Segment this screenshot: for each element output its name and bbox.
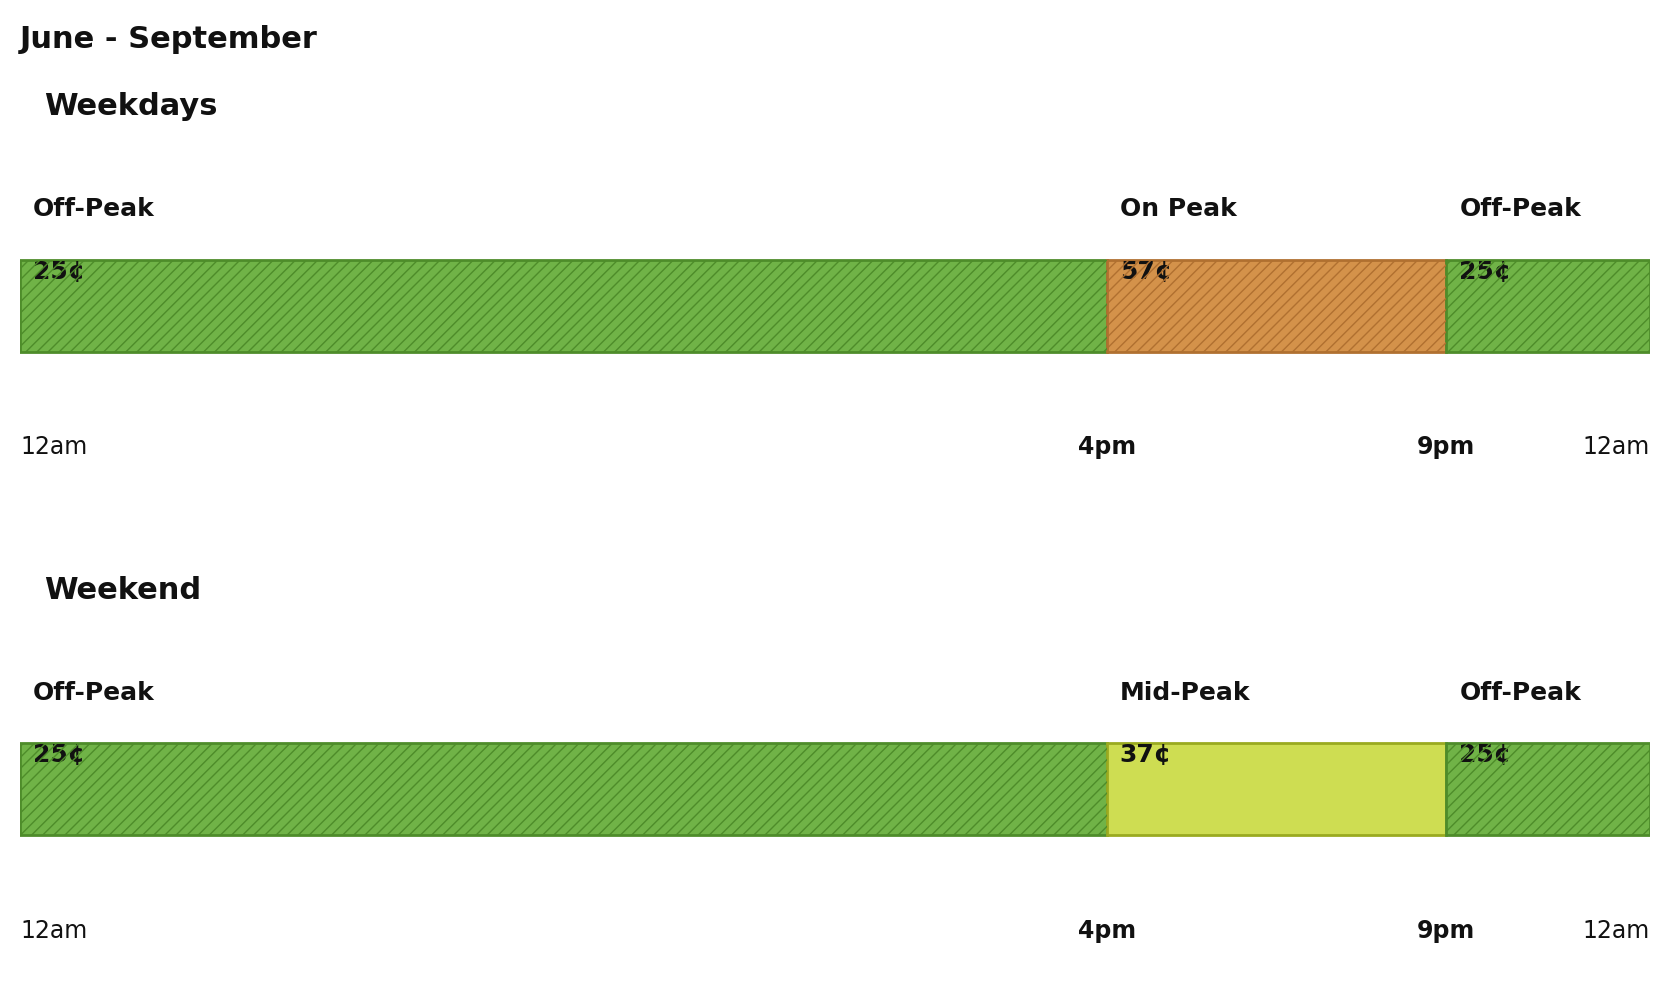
Bar [20, 744, 1107, 836]
Bar [1446, 744, 1650, 836]
Text: 12am: 12am [20, 435, 87, 460]
Text: 37¢: 37¢ [1119, 744, 1172, 767]
Text: Off-Peak: Off-Peak [33, 680, 155, 705]
Text: Weekdays: Weekdays [45, 93, 219, 121]
Text: 4pm: 4pm [1077, 435, 1136, 460]
Bar [20, 259, 1107, 352]
Text: 25¢: 25¢ [33, 259, 85, 283]
Text: 25¢: 25¢ [1460, 259, 1511, 283]
Text: 9pm: 9pm [1418, 919, 1475, 943]
Text: On Peak: On Peak [1119, 197, 1236, 221]
Text: 9pm: 9pm [1418, 435, 1475, 460]
Bar [20, 744, 1107, 836]
Text: 25¢: 25¢ [33, 744, 85, 767]
Text: June - September: June - September [20, 25, 317, 54]
Bar [1107, 259, 1446, 352]
Text: Off-Peak: Off-Peak [33, 197, 155, 221]
Bar [1446, 259, 1650, 352]
Text: Mid-Peak: Mid-Peak [1119, 680, 1251, 705]
Text: Weekend: Weekend [45, 577, 202, 605]
Text: 4pm: 4pm [1077, 919, 1136, 943]
Text: Off-Peak: Off-Peak [1460, 680, 1581, 705]
Text: 25¢: 25¢ [1460, 744, 1511, 767]
Text: 12am: 12am [20, 919, 87, 943]
Text: Off-Peak: Off-Peak [1460, 197, 1581, 221]
Bar [1446, 259, 1650, 352]
Text: 57¢: 57¢ [1119, 259, 1172, 283]
Bar [1107, 259, 1446, 352]
Bar [1107, 744, 1446, 836]
Text: 12am: 12am [1583, 919, 1650, 943]
Bar [20, 259, 1107, 352]
Text: 12am: 12am [1583, 435, 1650, 460]
Bar [1446, 744, 1650, 836]
